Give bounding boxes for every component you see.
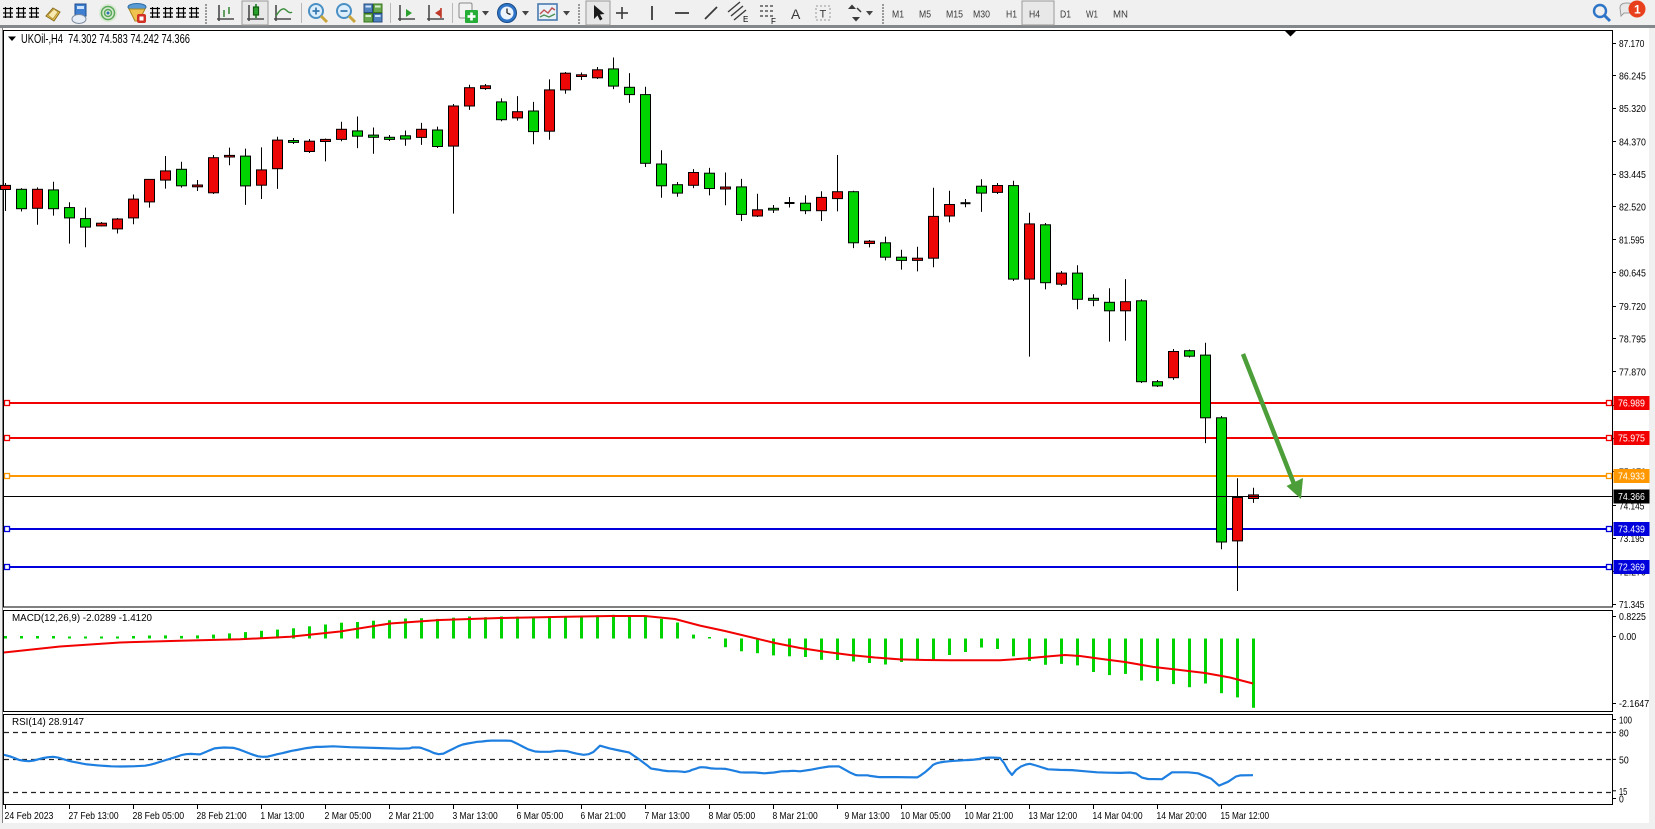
svg-text:H1: H1 [1006, 9, 1017, 21]
svg-text:M1: M1 [892, 9, 904, 21]
svg-text:8 Mar 05:00: 8 Mar 05:00 [709, 810, 756, 822]
svg-text:6 Mar 05:00: 6 Mar 05:00 [517, 810, 564, 822]
svg-text:77.870: 77.870 [1619, 367, 1646, 379]
svg-text:80: 80 [1619, 727, 1629, 739]
svg-text:81.595: 81.595 [1619, 235, 1645, 247]
svg-text:84.370: 84.370 [1619, 137, 1646, 149]
svg-text:75.975: 75.975 [1618, 433, 1645, 445]
svg-text:14 Mar 04:00: 14 Mar 04:00 [1093, 810, 1143, 822]
svg-text:71.345: 71.345 [1619, 599, 1645, 611]
svg-text:86.245: 86.245 [1619, 71, 1646, 83]
svg-text:W1: W1 [1086, 9, 1098, 21]
svg-text:8 Mar 21:00: 8 Mar 21:00 [773, 810, 818, 822]
svg-text:14 Mar 20:00: 14 Mar 20:00 [1157, 810, 1207, 822]
svg-text:73.439: 73.439 [1618, 524, 1645, 536]
svg-text:M15: M15 [946, 9, 963, 21]
svg-text:10 Mar 21:00: 10 Mar 21:00 [965, 810, 1014, 822]
svg-text:74.366: 74.366 [1618, 491, 1645, 503]
svg-text:10 Mar 05:00: 10 Mar 05:00 [901, 810, 951, 822]
svg-text:87.170: 87.170 [1619, 38, 1645, 50]
svg-text:0.8225: 0.8225 [1619, 611, 1646, 623]
svg-text:T: T [820, 9, 827, 21]
svg-text:0: 0 [1619, 794, 1624, 806]
svg-text:F: F [771, 17, 776, 26]
svg-text:1 Mar 13:00: 1 Mar 13:00 [261, 810, 305, 822]
svg-text:D1: D1 [1060, 9, 1071, 21]
svg-text:76.989: 76.989 [1618, 398, 1645, 410]
svg-text:1: 1 [1634, 3, 1641, 17]
svg-text:2 Mar 21:00: 2 Mar 21:00 [389, 810, 434, 822]
svg-text:M5: M5 [919, 9, 931, 21]
svg-text:24 Feb 2023: 24 Feb 2023 [5, 810, 54, 822]
svg-text:E: E [743, 15, 748, 24]
svg-text:M30: M30 [973, 9, 990, 21]
svg-text:74.933: 74.933 [1618, 471, 1645, 483]
svg-text:9 Mar 13:00: 9 Mar 13:00 [845, 810, 890, 822]
svg-text:MN: MN [1113, 9, 1128, 21]
svg-text:72.369: 72.369 [1618, 562, 1645, 574]
svg-text:MACD(12,26,9) -2.0289 -1.4120: MACD(12,26,9) -2.0289 -1.4120 [12, 612, 152, 624]
svg-text:80.645: 80.645 [1619, 268, 1646, 280]
svg-text:15: 15 [1619, 786, 1627, 798]
svg-text:82.520: 82.520 [1619, 202, 1646, 214]
svg-text:6 Mar 21:00: 6 Mar 21:00 [581, 810, 626, 822]
svg-text:27 Feb 13:00: 27 Feb 13:00 [69, 810, 119, 822]
svg-text:3 Mar 13:00: 3 Mar 13:00 [453, 810, 498, 822]
svg-text:15 Mar 12:00: 15 Mar 12:00 [1221, 810, 1270, 822]
svg-text:79.720: 79.720 [1619, 301, 1646, 313]
svg-text:-2.1647: -2.1647 [1619, 698, 1649, 710]
svg-text:RSI(14) 28.9147: RSI(14) 28.9147 [12, 716, 84, 728]
svg-text:28 Feb 05:00: 28 Feb 05:00 [133, 810, 185, 822]
svg-text:100: 100 [1619, 715, 1632, 727]
svg-text:85.320: 85.320 [1619, 103, 1646, 115]
svg-text:13 Mar 12:00: 13 Mar 12:00 [1029, 810, 1078, 822]
svg-text:UKOil-,H4 74.302 74.583 74.24: UKOil-,H4 74.302 74.583 74.242 74.366 [21, 32, 190, 46]
svg-text:28 Feb 21:00: 28 Feb 21:00 [197, 810, 247, 822]
svg-text:A: A [791, 6, 801, 22]
svg-text:H4: H4 [1029, 9, 1040, 21]
svg-text:7 Mar 13:00: 7 Mar 13:00 [645, 810, 690, 822]
svg-text:50: 50 [1619, 754, 1629, 766]
svg-text:0.00: 0.00 [1619, 631, 1636, 643]
svg-text:78.795: 78.795 [1619, 334, 1646, 346]
svg-text:83.445: 83.445 [1619, 169, 1646, 181]
svg-text:2 Mar 05:00: 2 Mar 05:00 [325, 810, 372, 822]
